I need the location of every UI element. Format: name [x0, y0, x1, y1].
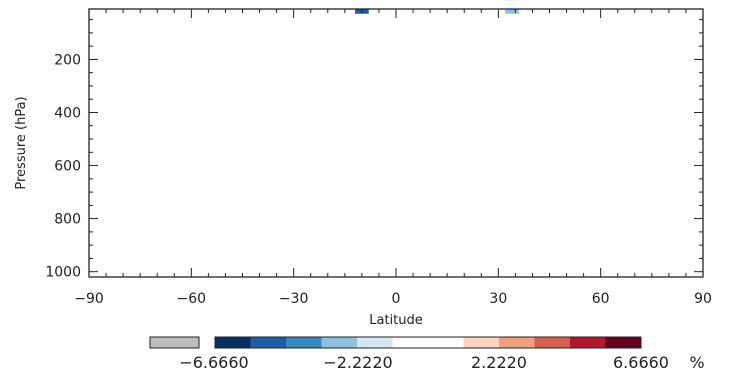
y-tick-label: 200 [54, 52, 81, 68]
colorbar-segment [392, 337, 429, 348]
colorbar-segment [321, 337, 358, 348]
colorbar-tick-label: 6.6660 [613, 353, 669, 372]
colorbar-segment [534, 337, 571, 348]
colorbar-tick-label: −2.2220 [323, 353, 392, 372]
colorbar-segment [250, 337, 287, 348]
x-axis: −90 −60 −30 0 30 60 90 [74, 9, 712, 307]
colorbar-segment [215, 337, 251, 348]
heatmap-cells [355, 9, 519, 14]
colorbar-segment [286, 337, 322, 348]
colorbar-segment [463, 337, 500, 348]
x-tick-label: 60 [592, 291, 610, 307]
x-tick-label: −90 [74, 291, 104, 307]
heatmap-cell-1 [505, 9, 519, 14]
colorbar-frame [214, 336, 642, 349]
x-tick-label: −30 [279, 291, 309, 307]
colorbar-tick-label: 2.2220 [471, 353, 527, 372]
x-tick-label: 90 [694, 291, 712, 307]
colorbar: −6.6660 −2.2220 2.2220 6.6660% [149, 336, 705, 372]
colorbar-unit: % [689, 353, 704, 372]
x-tick-label: 0 [392, 291, 401, 307]
y-axis: 200 400 600 800 1000 [45, 19, 703, 281]
colorbar-segment [357, 337, 393, 348]
colorbar-segment [570, 337, 606, 348]
y-tick-label: 1000 [45, 265, 81, 281]
plot-frame [88, 8, 704, 278]
colorbar-missing-swatch [149, 336, 200, 349]
y-tick-label: 400 [54, 105, 81, 121]
x-axis-label: Latitude [369, 313, 423, 328]
x-tick-label: −60 [177, 291, 207, 307]
x-tick-label: 30 [489, 291, 507, 307]
y-tick-label: 600 [54, 159, 81, 175]
colorbar-segment [428, 337, 464, 348]
y-axis-label: Pressure (hPa) [14, 96, 29, 189]
colorbar-segment [499, 337, 535, 348]
colorbar-segment [605, 337, 642, 348]
y-tick-label: 800 [54, 212, 81, 228]
colorbar-tick-label: −6.6660 [179, 353, 248, 372]
